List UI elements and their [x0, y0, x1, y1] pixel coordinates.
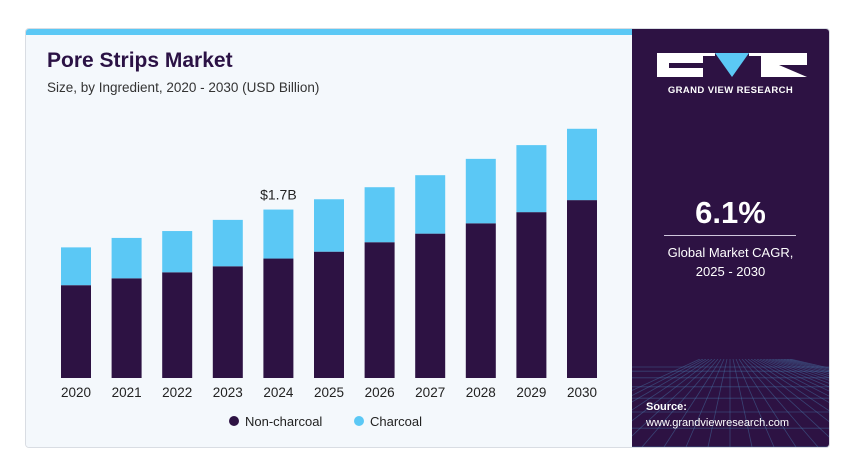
grid-line [777, 359, 829, 375]
grid-line [632, 359, 704, 396]
grid-line [762, 359, 829, 388]
x-tick-label-2020: 2020 [61, 385, 91, 400]
data-label-2024: $1.7B [260, 187, 297, 203]
bar-non-charcoal-2025 [314, 251, 344, 378]
cagr-value: 6.1% [695, 195, 766, 230]
bar-non-charcoal-2021 [111, 278, 142, 378]
grid-line [771, 359, 829, 379]
bar-non-charcoal-2029 [516, 212, 547, 378]
grid-line [707, 359, 728, 447]
bar-charcoal-2023 [212, 219, 243, 267]
bar-non-charcoal-2024 [263, 258, 294, 378]
grid-line [641, 359, 719, 447]
x-tick-label-2024: 2024 [263, 385, 294, 400]
bar-charcoal-2020 [61, 247, 91, 286]
grid-line [765, 359, 829, 384]
bar-non-charcoal-2027 [415, 233, 446, 378]
side-panel: GRAND VIEW RESEARCH 6.1% Global Market C… [632, 29, 829, 447]
grid-line [632, 359, 701, 391]
x-tick-label-2022: 2022 [162, 385, 192, 400]
x-tick-label-2029: 2029 [516, 385, 546, 400]
grid-line [685, 359, 725, 447]
infographic-card: Pore Strips Market Size, by Ingredient, … [25, 28, 830, 448]
bar-non-charcoal-2023 [212, 266, 243, 378]
grid-line [632, 359, 710, 411]
grid-line [756, 359, 829, 397]
bar-charcoal-2026 [364, 187, 395, 243]
bar-non-charcoal-2026 [364, 242, 395, 378]
chart-subtitle: Size, by Ingredient, 2020 - 2030 (USD Bi… [47, 80, 320, 95]
grid-line [759, 359, 829, 392]
grid-line [753, 359, 829, 403]
grid-line [744, 359, 829, 438]
cagr-label: Global Market CAGR, 2025 - 2030 [632, 243, 829, 281]
bar-charcoal-2022 [162, 231, 193, 273]
grid-line [632, 359, 707, 403]
grand-view-research-logo [657, 53, 807, 77]
bar-non-charcoal-2030 [567, 200, 597, 378]
grid-line [768, 359, 829, 381]
grid-line [738, 359, 797, 447]
bar-non-charcoal-2020 [61, 285, 91, 378]
grid-line [632, 359, 713, 422]
chart-title: Pore Strips Market [47, 49, 233, 72]
grid-line [774, 359, 829, 377]
x-tick-label-2027: 2027 [415, 385, 445, 400]
legend-marker-non-charcoal [229, 416, 239, 426]
legend-marker-charcoal [354, 416, 364, 426]
bar-non-charcoal-2022 [162, 272, 193, 378]
x-tick-label-2026: 2026 [365, 385, 395, 400]
grid-line [732, 359, 753, 447]
x-tick-label-2021: 2021 [112, 385, 142, 400]
bar-charcoal-2025 [314, 199, 344, 252]
bar-charcoal-2024 [263, 209, 294, 259]
bar-non-charcoal-2028 [465, 223, 496, 378]
source-url[interactable]: www.grandviewresearch.com [646, 417, 790, 429]
x-tick-label-2030: 2030 [567, 385, 597, 400]
grid-line [663, 359, 722, 447]
legend-label-non-charcoal: Non-charcoal [245, 414, 322, 429]
bar-charcoal-2027 [415, 175, 446, 234]
grid-line [735, 359, 775, 447]
stacked-bar-chart: 2020 2021 2022 2023 2024 $1.7B 2025 2026 2027 202… [61, 128, 597, 429]
x-tick-label-2025: 2025 [314, 385, 344, 400]
accent-bar [26, 29, 632, 35]
bar-charcoal-2028 [465, 158, 496, 224]
grid-line [741, 359, 819, 447]
grid-line [750, 359, 829, 412]
grid-line [747, 359, 829, 423]
cagr-label-line1: Global Market CAGR, [667, 245, 794, 260]
cagr-divider [664, 235, 796, 236]
source-label: Source: [646, 401, 687, 413]
brand-name: GRAND VIEW RESEARCH [667, 85, 794, 96]
cagr-label-line2: 2025 - 2030 [695, 264, 766, 279]
bar-charcoal-2030 [567, 128, 597, 201]
decorative-grid [632, 359, 829, 447]
grid-line [632, 359, 716, 437]
bar-charcoal-2021 [111, 237, 142, 279]
x-tick-label-2028: 2028 [466, 385, 496, 400]
bar-charcoal-2029 [516, 145, 547, 213]
x-tick-label-2023: 2023 [213, 385, 243, 400]
legend-label-charcoal: Charcoal [370, 414, 422, 429]
